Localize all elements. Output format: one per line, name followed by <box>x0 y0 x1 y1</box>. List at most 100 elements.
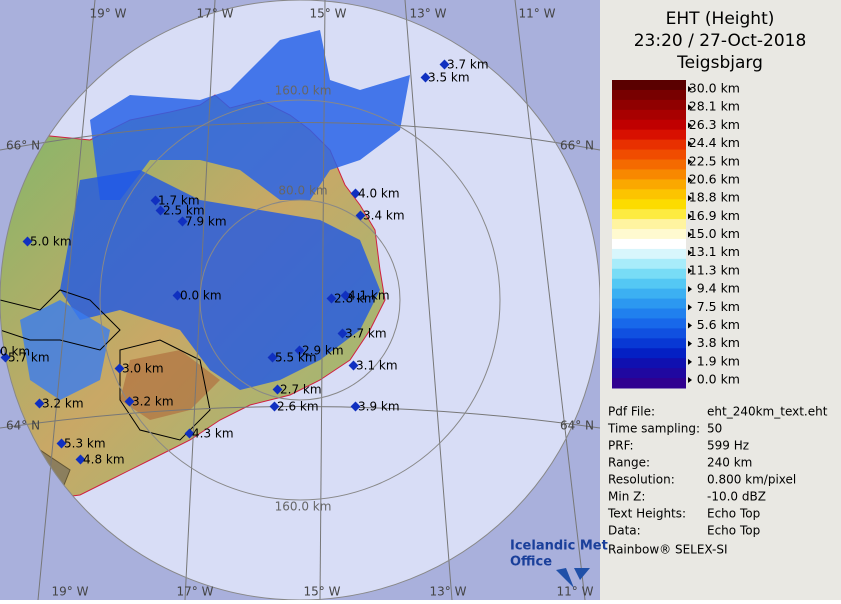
logo <box>556 568 590 588</box>
info-key: Resolution: <box>608 473 675 487</box>
legend-time: 23:20 / 27-Oct-2018 <box>634 31 807 51</box>
echo-top-label: 3.7 km <box>345 327 387 341</box>
scale-label: 13.1 km <box>689 244 740 259</box>
scale-label: 20.6 km <box>689 171 740 186</box>
echo-marker <box>150 195 161 206</box>
info-value: Echo Top <box>707 524 760 538</box>
echo-marker <box>172 290 183 301</box>
echo-marker <box>337 328 348 339</box>
color-scale-band <box>612 318 686 329</box>
echo-marker <box>348 360 359 371</box>
latitude-label: 64° N <box>560 419 594 433</box>
longitude-label: 15° W <box>310 7 347 21</box>
scale-tick <box>688 304 692 311</box>
longitude-label: 19° W <box>90 7 127 21</box>
color-scale-band <box>612 368 686 379</box>
echo-top-label: 3.9 km <box>358 400 400 414</box>
color-scale-band <box>612 229 686 240</box>
info-key: PRF: <box>608 439 634 453</box>
scale-label: 3.8 km <box>697 335 740 350</box>
color-scale-band <box>612 248 686 260</box>
echo-top-label: 4.1 km <box>348 289 390 303</box>
echo-top-label: 5.7 km <box>8 351 50 365</box>
longitude-label: 11° W <box>557 585 594 599</box>
echo-marker <box>340 290 351 301</box>
scale-label: 5.6 km <box>697 317 740 332</box>
info-key: Range: <box>608 456 650 470</box>
color-scale-band <box>612 179 686 190</box>
scale-label: 1.9 km <box>697 353 740 368</box>
range-label: 160.0 km <box>275 500 332 514</box>
color-scale-band <box>612 169 686 180</box>
echo-marker <box>272 384 283 395</box>
glacier-outline <box>119 339 211 441</box>
echo-marker <box>355 210 366 221</box>
longitude-label: 17° W <box>177 585 214 599</box>
scale-tick <box>688 340 692 347</box>
scale-label: 0.0 km <box>697 372 740 387</box>
echo-marker <box>350 401 361 412</box>
echo-top-label: 3.7 km <box>447 58 489 72</box>
scale-tick <box>688 213 692 220</box>
info-value: 0.800 km/pixel <box>707 473 796 487</box>
color-scale-band <box>612 308 686 319</box>
echo-top-label: 5.5 km <box>275 351 317 365</box>
color-scale-band <box>612 209 686 220</box>
latitude-label: 64° N <box>6 419 40 433</box>
info-key: Min Z: <box>608 490 645 504</box>
info-value: 599 Hz <box>707 439 749 453</box>
glacier-outline <box>0 289 121 351</box>
scale-label: 30.0 km <box>689 81 740 96</box>
info-value: eht_240km_text.eht <box>707 405 828 419</box>
scale-label: 15.0 km <box>689 226 740 241</box>
echo-marker <box>350 188 361 199</box>
scale-label: 22.5 km <box>689 153 740 168</box>
longitude-label: 17° W <box>197 7 234 21</box>
echo-marker <box>155 205 166 216</box>
info-value: 50 <box>707 422 722 436</box>
legend-site: Teigsbjarg <box>676 53 763 73</box>
color-scale-band <box>612 139 686 151</box>
scale-tick <box>688 140 692 147</box>
echo-top-label: 5.3 km <box>64 437 106 451</box>
scale-tick <box>688 358 692 365</box>
longitude-label: 13° W <box>410 7 447 21</box>
scale-label: 16.9 km <box>689 208 740 223</box>
longitude-label: 19° W <box>52 585 89 599</box>
info-key: Pdf File: <box>608 405 655 419</box>
echo-top-label: 4.8 km <box>83 453 125 467</box>
color-scale-band <box>612 348 686 359</box>
echo-marker <box>177 216 188 227</box>
color-scale-band <box>612 288 686 300</box>
scale-tick <box>688 122 692 129</box>
echo-marker <box>184 428 195 439</box>
info-key: Data: <box>608 524 641 538</box>
echo-top-label: 3.1 km <box>356 359 398 373</box>
color-scale-band <box>612 189 686 200</box>
scale-label: 11.3 km <box>689 262 740 277</box>
range-label: 80.0 km <box>278 184 327 198</box>
longitude-label: 15° W <box>304 585 341 599</box>
info-key: Time sampling: <box>607 422 700 436</box>
scale-tick <box>688 86 692 92</box>
color-scale-band <box>612 129 686 141</box>
info-value: 240 km <box>707 456 752 470</box>
range-label: 160.0 km <box>275 84 332 98</box>
echo-top-label: 4.3 km <box>192 427 234 441</box>
scale-tick <box>688 158 692 165</box>
echo-top-label: 0.0 km <box>180 289 222 303</box>
echo-area <box>20 300 110 400</box>
color-scale-band <box>612 268 686 280</box>
echo-top-label: 2.9 km <box>302 344 344 358</box>
echo-top-label: 1.7 km <box>158 194 200 208</box>
color-scale-band <box>612 238 686 250</box>
echo-marker <box>326 293 337 304</box>
latitude-label: 66° N <box>560 139 594 153</box>
longitude-label: 13° W <box>430 585 467 599</box>
echo-marker <box>294 345 305 356</box>
echo-top-label: 3.2 km <box>42 397 84 411</box>
echo-top-label: 3.2 km <box>132 395 174 409</box>
scale-label: 24.4 km <box>689 135 740 150</box>
scale-tick <box>688 322 692 329</box>
